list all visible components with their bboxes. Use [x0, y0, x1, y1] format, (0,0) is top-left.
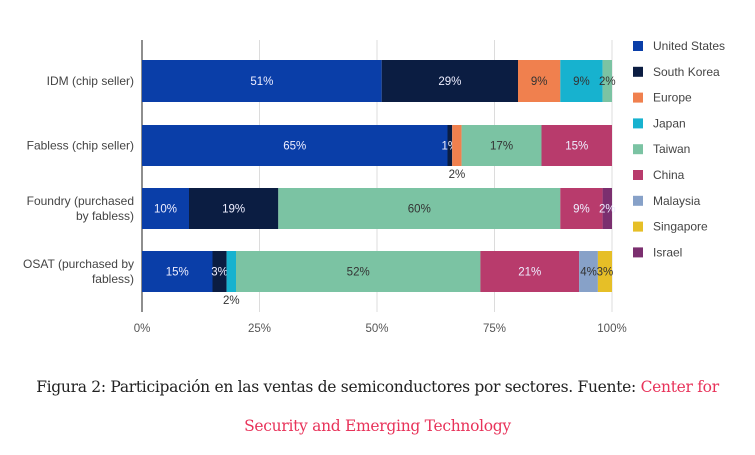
bar-segment-taiwan: [278, 188, 561, 229]
legend-swatch: [633, 41, 643, 51]
data-label: 51%: [250, 76, 273, 88]
bar-segment-south-korea: [189, 188, 279, 229]
bar-segment-europe: [452, 125, 462, 166]
bar-segment-china: [541, 125, 612, 166]
legend-label: China: [653, 168, 685, 182]
data-label: 10%: [154, 204, 177, 216]
bar-segment-europe: [518, 60, 561, 102]
bar-segment-china: [560, 188, 603, 229]
bar-segment-malaysia: [579, 251, 598, 292]
bar-segment-united-states: [142, 60, 382, 102]
data-label: 60%: [408, 204, 431, 216]
bar-segment-japan: [226, 251, 236, 292]
data-label: 3%: [597, 267, 614, 279]
legend-swatch: [633, 118, 643, 129]
data-label: 3%: [211, 267, 228, 279]
legend-swatch: [633, 92, 643, 103]
bar-segment-singapore: [597, 251, 612, 292]
bar-segment-united-states: [142, 251, 213, 292]
bar-segment-united-states: [142, 188, 189, 229]
stacked-bar-chart: 0% 25% 50% 75% 100% IDM (chip seller) 51% 29% 9%…: [23, 39, 725, 335]
data-label: 21%: [518, 267, 541, 279]
data-label: 15%: [166, 267, 189, 279]
legend-label: Europe: [653, 91, 692, 105]
data-label: 2%: [599, 204, 616, 216]
legend-label: Japan: [653, 116, 686, 130]
category-label: IDM (chip seller): [47, 74, 134, 88]
bar-segment-israel: [602, 188, 612, 229]
x-tick-label: 0%: [134, 323, 151, 335]
category-label: Foundry (purchased: [27, 194, 134, 208]
category-label: fabless): [92, 272, 134, 286]
category-label: OSAT (purchased by: [23, 257, 134, 271]
bar-segment-south-korea: [447, 125, 453, 166]
data-label: 19%: [222, 204, 245, 216]
legend-swatch: [633, 66, 643, 77]
data-label: 9%: [531, 76, 548, 88]
x-tick-label: 25%: [248, 323, 271, 335]
x-tick-label: 50%: [365, 323, 388, 335]
legend-label: United States: [653, 39, 725, 53]
legend-label: Malaysia: [653, 194, 701, 208]
data-label: 15%: [565, 141, 588, 153]
bar-segment-japan: [560, 60, 603, 102]
caption-text: Figura 2: Participación en las ventas de…: [36, 378, 641, 396]
data-label: 9%: [573, 76, 590, 88]
bar-segment-taiwan: [602, 60, 612, 102]
data-label: 52%: [347, 267, 370, 279]
legend-swatch: [633, 170, 643, 180]
x-tick-label: 100%: [597, 323, 626, 335]
legend-swatch: [633, 144, 643, 155]
bar-segment-china: [480, 251, 580, 292]
data-label: 29%: [438, 76, 461, 88]
category-label: Fabless (chip seller): [27, 139, 134, 153]
data-label: 9%: [573, 204, 590, 216]
bar-segment-taiwan: [461, 125, 542, 166]
data-label: 2%: [599, 76, 616, 88]
data-label: 4%: [580, 267, 597, 279]
legend-swatch: [633, 195, 643, 206]
bar-segment-south-korea: [381, 60, 518, 102]
legend-swatch: [633, 221, 643, 232]
data-label: 2%: [449, 169, 466, 181]
bar-segment-south-korea: [212, 251, 227, 292]
source-link[interactable]: Center for Security and Emerging Technol…: [244, 378, 719, 435]
data-label: 2%: [223, 295, 240, 307]
legend-swatch: [633, 247, 643, 258]
bar-segment-taiwan: [236, 251, 481, 292]
bar-segment-united-states: [142, 125, 448, 166]
category-label: by fabless): [76, 209, 134, 223]
data-label: 65%: [283, 141, 306, 153]
data-label: 17%: [490, 141, 513, 153]
legend-label: Singapore: [653, 220, 708, 234]
legend-label: Israel: [653, 245, 682, 259]
legend-label: Taiwan: [653, 142, 690, 156]
legend-label: South Korea: [653, 65, 720, 79]
figure-caption: Figura 2: Participación en las ventas de…: [20, 368, 735, 446]
x-tick-label: 75%: [483, 323, 506, 335]
